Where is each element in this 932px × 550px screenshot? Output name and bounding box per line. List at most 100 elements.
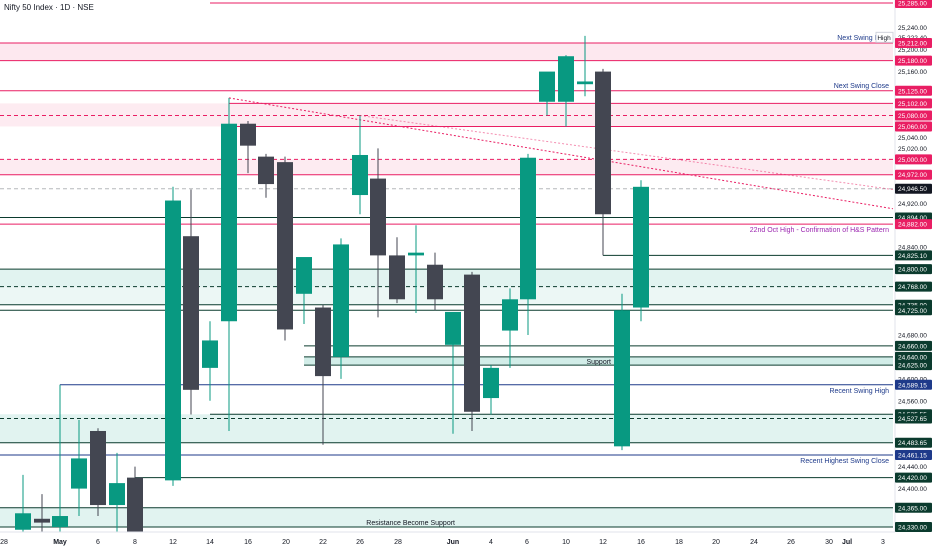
time-tick-label: May bbox=[53, 539, 67, 546]
candle-body[interactable] bbox=[389, 255, 405, 300]
candle-body[interactable] bbox=[614, 310, 630, 447]
zone-band bbox=[0, 43, 893, 61]
price-tick-label: 24,680.00 bbox=[898, 332, 927, 339]
candle-body[interactable] bbox=[502, 299, 518, 331]
price-tag bbox=[895, 437, 932, 448]
price-tag-label: 24,461.15 bbox=[898, 453, 927, 460]
candle-body[interactable] bbox=[183, 236, 199, 390]
price-tag-label: 25,102.00 bbox=[898, 101, 927, 108]
high-marker-label: High bbox=[877, 35, 891, 42]
high-marker bbox=[875, 31, 894, 43]
time-tick-label: 20 bbox=[282, 539, 290, 546]
candle-body[interactable] bbox=[352, 154, 368, 196]
price-tag-label: 24,882.00 bbox=[898, 222, 927, 229]
price-tag-label: 24,625.00 bbox=[898, 363, 927, 370]
candle-body[interactable] bbox=[370, 178, 386, 256]
candle-body[interactable] bbox=[34, 518, 50, 523]
time-tick-label: 22 bbox=[319, 539, 327, 546]
price-tag-label: 25,125.00 bbox=[898, 88, 927, 95]
candle-body[interactable] bbox=[52, 516, 68, 527]
price-tag bbox=[895, 98, 932, 109]
price-tag-label: 24,420.00 bbox=[898, 475, 927, 482]
time-tick-label: 12 bbox=[599, 539, 607, 546]
candle-body[interactable] bbox=[539, 71, 555, 102]
time-tick-label: 3 bbox=[881, 539, 885, 546]
price-tick-label: 25,040.00 bbox=[898, 135, 927, 142]
candle-body[interactable] bbox=[221, 123, 237, 322]
price-tag bbox=[895, 219, 932, 230]
annotation-label: Resistance Become Support bbox=[366, 520, 455, 527]
candle-body[interactable] bbox=[577, 81, 593, 85]
price-tag-label: 24,894.00 bbox=[898, 215, 927, 222]
candle-body[interactable] bbox=[633, 186, 649, 308]
time-tick-label: 4 bbox=[489, 539, 493, 546]
candle-body[interactable] bbox=[315, 307, 331, 377]
annotation-label: Recent Swing High bbox=[829, 388, 889, 395]
price-tag bbox=[895, 250, 932, 261]
candle-body[interactable] bbox=[165, 200, 181, 481]
price-tag-label: 25,080.00 bbox=[898, 113, 927, 120]
price-tag-label: 24,768.00 bbox=[898, 284, 927, 291]
candle-body[interactable] bbox=[202, 340, 218, 368]
time-tick-label: 28 bbox=[0, 539, 8, 546]
candle-body[interactable] bbox=[333, 244, 349, 357]
time-tick-label: 16 bbox=[244, 539, 252, 546]
zone-band bbox=[0, 103, 893, 127]
time-tick-label: 6 bbox=[96, 539, 100, 546]
candle-body[interactable] bbox=[464, 274, 480, 412]
time-tick-label: 8 bbox=[133, 539, 137, 546]
candle-body[interactable] bbox=[483, 367, 499, 399]
candle-body[interactable] bbox=[127, 477, 143, 536]
candle-body[interactable] bbox=[445, 311, 461, 345]
time-axis[interactable] bbox=[0, 532, 895, 550]
trendline bbox=[359, 114, 894, 191]
price-tick-label: 24,440.00 bbox=[898, 464, 927, 471]
price-tag-label: 25,060.00 bbox=[898, 124, 927, 131]
price-tag bbox=[895, 169, 932, 180]
zone-band bbox=[0, 269, 893, 287]
price-tag-label: 25,000.00 bbox=[898, 157, 927, 164]
candle-body[interactable] bbox=[240, 123, 256, 146]
candle-body[interactable] bbox=[258, 156, 274, 185]
candle-body[interactable] bbox=[595, 71, 611, 215]
candle-body[interactable] bbox=[408, 252, 424, 256]
price-tag bbox=[895, 522, 932, 532]
price-tag-label: 24,589.15 bbox=[898, 382, 927, 389]
price-tag bbox=[895, 340, 932, 351]
time-tick-label: 6 bbox=[525, 539, 529, 546]
candle-body[interactable] bbox=[427, 264, 443, 300]
trendline bbox=[228, 97, 894, 210]
zone-band bbox=[0, 507, 893, 527]
candle-body[interactable] bbox=[109, 483, 125, 506]
price-tag-label: 24,640.00 bbox=[898, 354, 927, 361]
candle-body[interactable] bbox=[558, 56, 574, 102]
annotation-label: 22nd Oct High - Confirmation of H&S Patt… bbox=[750, 227, 889, 234]
zone-band bbox=[0, 159, 893, 175]
price-tag bbox=[895, 154, 932, 165]
price-tag-label: 25,212.00 bbox=[898, 41, 927, 48]
price-tick-label: 25,240.00 bbox=[898, 25, 927, 32]
zone-band bbox=[0, 286, 893, 305]
price-tag-label: 24,330.00 bbox=[898, 525, 927, 532]
candle-body[interactable] bbox=[90, 430, 106, 506]
price-tag bbox=[895, 55, 932, 66]
time-tick-label: Jul bbox=[842, 539, 852, 546]
time-tick-label: 14 bbox=[206, 539, 214, 546]
price-tag-label: 24,725.00 bbox=[898, 308, 927, 315]
chart-title: Nifty 50 Index · 1D · NSE bbox=[4, 3, 94, 12]
price-tag-label: 25,285.00 bbox=[898, 1, 927, 8]
price-tick-label: 24,560.00 bbox=[898, 398, 927, 405]
time-tick-label: 10 bbox=[562, 539, 570, 546]
price-tag-label: 24,800.00 bbox=[898, 267, 927, 274]
time-tick-label: 26 bbox=[787, 539, 795, 546]
time-tick-label: 18 bbox=[675, 539, 683, 546]
candle-body[interactable] bbox=[277, 162, 293, 330]
candle-body[interactable] bbox=[520, 157, 536, 300]
annotation-label: Next Swing Close bbox=[834, 83, 889, 90]
candle-body[interactable] bbox=[296, 257, 312, 294]
price-tag-label: 24,660.00 bbox=[898, 343, 927, 350]
price-tag-label: 24,365.00 bbox=[898, 505, 927, 512]
candle-body[interactable] bbox=[15, 513, 31, 530]
candle-body[interactable] bbox=[71, 458, 87, 489]
